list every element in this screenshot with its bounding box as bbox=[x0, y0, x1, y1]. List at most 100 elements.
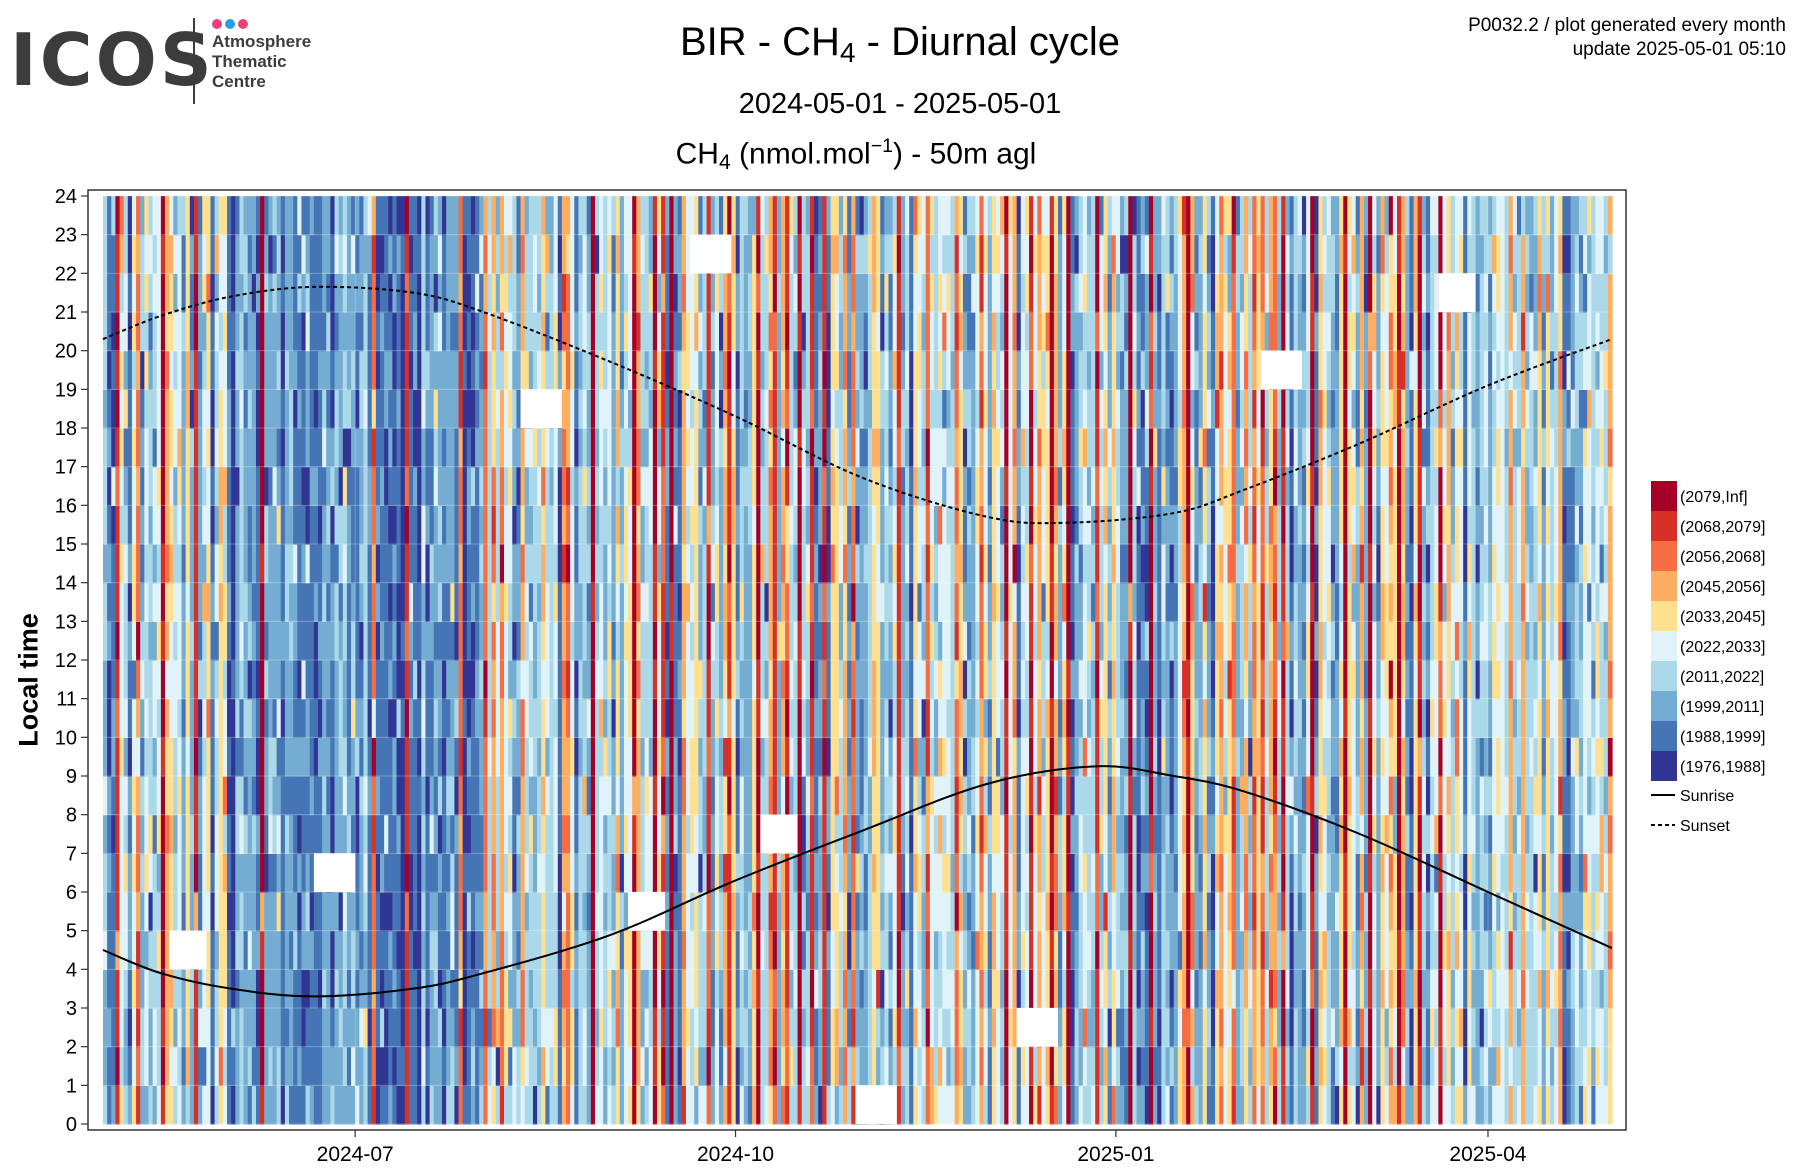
heatmap-cell bbox=[160, 814, 166, 854]
heatmap-cell bbox=[165, 737, 170, 777]
heatmap-cell bbox=[776, 892, 782, 932]
heatmap-cell bbox=[504, 1008, 509, 1048]
heatmap-cell bbox=[648, 969, 654, 1009]
heatmap-cell bbox=[235, 196, 241, 236]
heatmap-cell bbox=[913, 1008, 919, 1048]
heatmap-cell bbox=[822, 814, 828, 854]
heatmap-cell bbox=[607, 350, 613, 390]
heatmap-cell bbox=[185, 544, 191, 584]
heatmap-cell bbox=[615, 930, 621, 970]
heatmap-cell bbox=[297, 892, 303, 932]
heatmap-cell bbox=[549, 544, 555, 584]
logo-separator bbox=[193, 18, 195, 104]
heatmap-cell bbox=[888, 776, 894, 816]
heatmap-cell bbox=[222, 969, 228, 1009]
heatmap-cell bbox=[301, 660, 307, 700]
heatmap-cell bbox=[772, 737, 778, 777]
heatmap-cell bbox=[793, 389, 799, 429]
heatmap-cell bbox=[710, 544, 716, 584]
heatmap-cell bbox=[838, 466, 844, 506]
heatmap-cell bbox=[768, 698, 774, 738]
heatmap-cell bbox=[470, 814, 476, 854]
heatmap-cell bbox=[843, 466, 848, 506]
heatmap-cell bbox=[859, 1008, 865, 1048]
heatmap-cell bbox=[714, 273, 720, 313]
heatmap-cell bbox=[396, 892, 402, 932]
heatmap-cell bbox=[739, 389, 745, 429]
heatmap-cell bbox=[752, 737, 757, 777]
heatmap-cell bbox=[594, 660, 600, 700]
heatmap-cell bbox=[586, 582, 592, 622]
heatmap-cell bbox=[764, 234, 770, 274]
heatmap-cell bbox=[628, 930, 633, 970]
heatmap-cell bbox=[239, 389, 245, 429]
heatmap-cell bbox=[557, 660, 563, 700]
heatmap-cell bbox=[632, 312, 637, 352]
heatmap-cell bbox=[719, 698, 724, 738]
heatmap-cell bbox=[512, 389, 518, 429]
heatmap-cell bbox=[433, 969, 439, 1009]
heatmap-cell bbox=[156, 428, 162, 468]
heatmap-cell bbox=[140, 196, 145, 236]
heatmap-cell bbox=[603, 1046, 608, 1086]
heatmap-cell bbox=[805, 621, 811, 661]
heatmap-cell bbox=[396, 853, 402, 893]
heatmap-cell bbox=[599, 273, 604, 313]
heatmap-cell bbox=[454, 582, 460, 622]
heatmap-cell bbox=[367, 196, 373, 236]
heatmap-cell bbox=[417, 505, 422, 545]
heatmap-cell bbox=[247, 814, 253, 854]
heatmap-cell bbox=[789, 582, 795, 622]
heatmap-cell bbox=[719, 466, 724, 506]
heatmap-cell bbox=[169, 660, 174, 700]
heatmap-cell bbox=[838, 930, 844, 970]
heatmap-cell bbox=[921, 389, 927, 429]
heatmap-cell bbox=[917, 892, 923, 932]
heatmap-cell bbox=[702, 544, 708, 584]
heatmap-cell bbox=[206, 466, 212, 506]
heatmap-cell bbox=[442, 698, 447, 738]
heatmap-cell bbox=[330, 389, 336, 429]
heatmap-cell bbox=[942, 892, 947, 932]
heatmap-cell bbox=[880, 930, 885, 970]
heatmap-cell bbox=[334, 505, 340, 545]
heatmap-cell bbox=[599, 234, 604, 274]
heatmap-cell bbox=[346, 969, 352, 1009]
heatmap-cell bbox=[508, 428, 513, 468]
heatmap-cell bbox=[561, 389, 567, 429]
heatmap-cell bbox=[747, 1085, 753, 1125]
heatmap-cell bbox=[929, 312, 935, 352]
heatmap-cell bbox=[169, 1085, 174, 1125]
heatmap-cell bbox=[177, 892, 183, 932]
heatmap-cell bbox=[198, 273, 203, 313]
heatmap-cell bbox=[909, 505, 914, 545]
heatmap-cell bbox=[516, 505, 522, 545]
heatmap-cell bbox=[574, 466, 580, 506]
heatmap-cell bbox=[541, 1085, 546, 1125]
heatmap-cell bbox=[681, 1008, 687, 1048]
heatmap-cell bbox=[611, 544, 617, 584]
heatmap-cell bbox=[933, 428, 939, 468]
heatmap-cell bbox=[909, 466, 914, 506]
heatmap-cell bbox=[169, 350, 174, 390]
heatmap-cell bbox=[867, 544, 873, 584]
heatmap-cell bbox=[103, 428, 108, 468]
heatmap-cell bbox=[346, 1046, 352, 1086]
heatmap-cell bbox=[884, 196, 890, 236]
heatmap-cell bbox=[276, 698, 282, 738]
heatmap-cell bbox=[268, 196, 274, 236]
heatmap-cell bbox=[685, 698, 691, 738]
heatmap-cell bbox=[479, 660, 484, 700]
heatmap-cell bbox=[768, 466, 774, 506]
heatmap-cell bbox=[239, 737, 245, 777]
heatmap-cell bbox=[772, 428, 778, 468]
heatmap-cell bbox=[586, 273, 592, 313]
heatmap-cell bbox=[756, 969, 761, 1009]
heatmap-cell bbox=[669, 1085, 675, 1125]
heatmap-cell bbox=[847, 660, 852, 700]
heatmap-cell bbox=[218, 660, 224, 700]
heatmap-cell bbox=[776, 737, 782, 777]
heatmap-cell bbox=[491, 428, 497, 468]
heatmap-cell bbox=[714, 814, 720, 854]
heatmap-cell bbox=[297, 196, 303, 236]
